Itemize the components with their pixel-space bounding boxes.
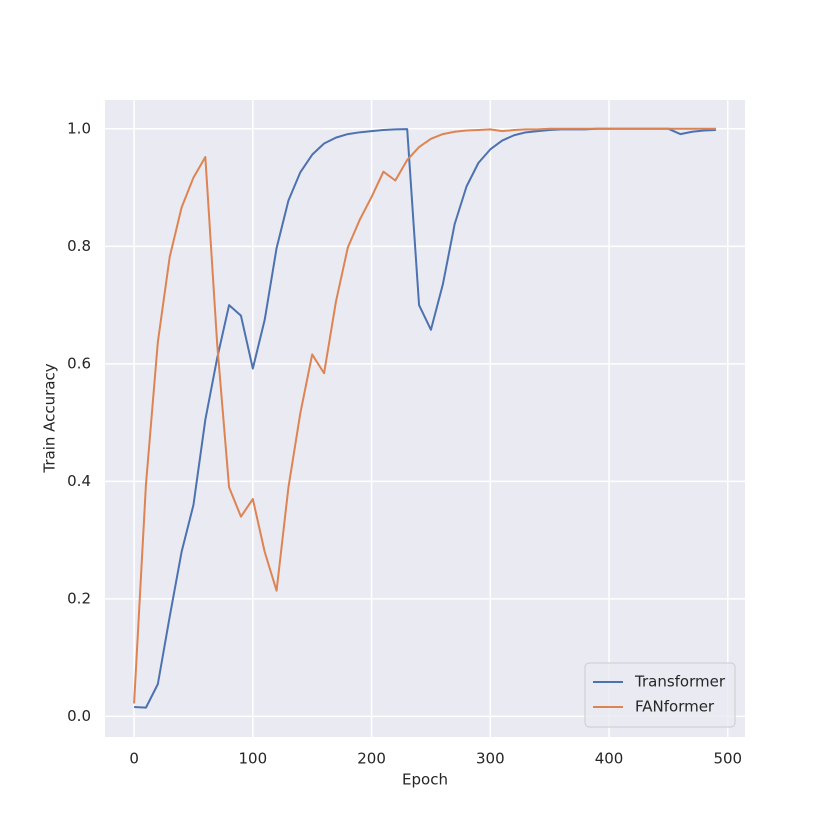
y-tick-label: 0.2 (67, 589, 91, 607)
x-tick-label: 300 (476, 750, 505, 768)
x-tick-label: 200 (357, 750, 386, 768)
plot-area (105, 100, 745, 737)
x-tick-label: 500 (713, 750, 742, 768)
y-tick-label: 0.4 (67, 472, 91, 490)
y-tick-label: 0.0 (67, 707, 91, 725)
y-tick-label: 0.8 (67, 237, 91, 255)
legend: Transformer FANformer (584, 662, 736, 728)
y-tick-label: 1.0 (67, 119, 91, 137)
x-tick-label: 400 (595, 750, 624, 768)
legend-box (584, 662, 736, 728)
x-tick-label: 0 (129, 750, 139, 768)
y-axis-label: Train Accuracy (41, 363, 59, 473)
x-axis-label: Epoch (402, 771, 448, 789)
legend-label: FANformer (635, 698, 715, 716)
y-tick-label: 0.6 (67, 354, 91, 372)
line-series (133, 127, 716, 704)
legend-label: Transformer (634, 673, 726, 691)
x-tick-label: 100 (239, 750, 268, 768)
